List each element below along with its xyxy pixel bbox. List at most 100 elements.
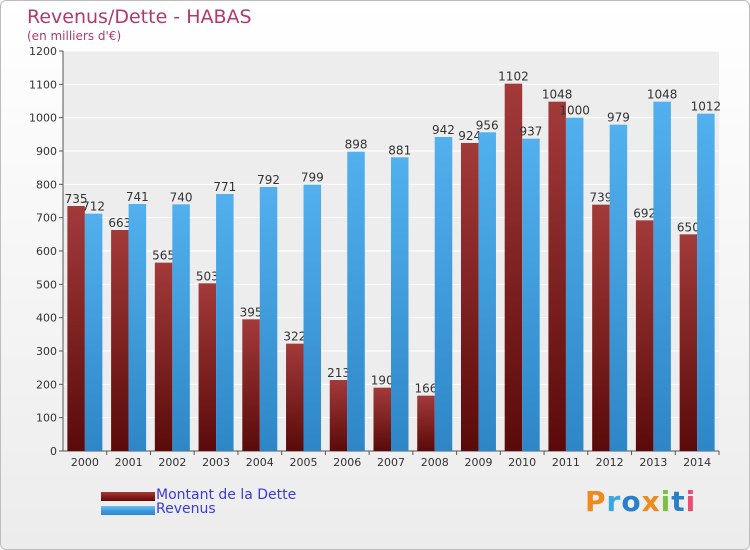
- y-tick-label: 1100: [29, 78, 57, 91]
- y-tick-label: 800: [36, 178, 57, 191]
- data-label-revenus: 771: [213, 180, 236, 194]
- data-label-revenus: 741: [126, 190, 149, 204]
- legend-swatch-revenus: [101, 506, 155, 515]
- chart-title: Revenus/Dette - HABAS: [27, 6, 252, 28]
- logo-letter: i: [660, 485, 672, 518]
- y-tick-label: 400: [36, 312, 57, 325]
- data-label-dette: 503: [196, 269, 219, 283]
- data-label-dette: 1102: [498, 70, 529, 84]
- y-tick-label: 500: [36, 278, 57, 291]
- bar-revenus: [609, 124, 628, 452]
- x-tick-label: 2001: [115, 456, 143, 469]
- legend-swatch-dette: [101, 492, 155, 501]
- bar-revenus: [128, 204, 147, 451]
- y-tick-label: 700: [36, 212, 57, 225]
- bar-dette: [154, 262, 173, 451]
- y-tick-label: 600: [36, 245, 57, 258]
- bar-revenus: [259, 187, 278, 451]
- logo-letter: x: [641, 485, 661, 518]
- data-label-dette: 395: [240, 305, 263, 319]
- y-tick-label: 900: [36, 145, 57, 158]
- data-label-revenus: 1048: [647, 88, 678, 102]
- bar-revenus: [172, 204, 190, 451]
- data-label-dette: 739: [589, 191, 612, 205]
- bar-dette: [198, 283, 217, 451]
- bar-revenus: [697, 113, 715, 452]
- x-tick-label: 2013: [639, 456, 667, 469]
- bar-chart: 0 100 200 300 400 500 600 700 800 900 1000 1100 1200…: [29, 45, 722, 469]
- data-label-revenus: 942: [432, 123, 455, 137]
- bar-revenus: [434, 137, 453, 451]
- data-label-dette: 735: [65, 192, 88, 206]
- x-tick-label: 2011: [552, 456, 580, 469]
- bar-dette: [373, 387, 391, 451]
- data-label-dette: 166: [415, 382, 438, 396]
- bar-dette: [242, 319, 260, 451]
- data-label-dette: 924: [458, 129, 481, 143]
- y-tick-label: 0: [50, 445, 57, 458]
- bar-dette: [111, 230, 129, 451]
- y-tick-label: 300: [36, 345, 57, 358]
- x-tick-label: 2014: [683, 456, 711, 469]
- data-label-revenus: 937: [519, 125, 542, 139]
- bar-dette: [417, 395, 435, 451]
- x-tick-label: 2007: [377, 456, 405, 469]
- bar-dette: [592, 204, 610, 451]
- bar-revenus: [653, 101, 671, 452]
- legend-label-dette: Montant de la Dette: [156, 487, 297, 503]
- bar-dette: [635, 220, 654, 451]
- x-tick-label: 2009: [464, 456, 492, 469]
- proxiti-logo: Proxiti: [585, 485, 696, 518]
- data-label-revenus: 956: [476, 118, 499, 132]
- bar-revenus: [522, 138, 540, 451]
- data-label-dette: 213: [327, 366, 350, 380]
- logo-letter: r: [606, 485, 622, 518]
- bar-revenus: [478, 132, 496, 452]
- bar-dette: [286, 343, 304, 451]
- bar-revenus: [391, 157, 409, 452]
- logo-letter: i: [685, 485, 697, 518]
- data-label-dette: 190: [371, 374, 394, 388]
- x-tick-label: 2008: [421, 456, 449, 469]
- bar-dette: [67, 206, 85, 451]
- y-tick-label: 1000: [29, 112, 57, 125]
- x-tick-label: 2003: [202, 456, 230, 469]
- x-tick-label: 2005: [290, 456, 318, 469]
- data-label-revenus: 792: [257, 173, 280, 187]
- x-tick-label: 2000: [71, 456, 99, 469]
- data-label-dette: 1048: [542, 88, 573, 102]
- legend-label-revenus: Revenus: [156, 501, 216, 517]
- y-tick-label: 200: [36, 378, 57, 391]
- bar-revenus: [565, 117, 584, 452]
- x-tick-label: 2010: [508, 456, 536, 469]
- data-label-revenus: 1000: [559, 104, 590, 118]
- data-label-revenus: 712: [82, 200, 105, 214]
- data-label-dette: 692: [633, 206, 656, 220]
- data-label-revenus: 799: [301, 171, 324, 185]
- y-tick-label: 1200: [29, 45, 57, 58]
- bar-dette: [679, 234, 698, 451]
- x-tick-label: 2012: [596, 456, 624, 469]
- data-label-revenus: 881: [388, 143, 411, 157]
- bar-revenus: [347, 151, 365, 451]
- data-label-dette: 322: [283, 330, 306, 344]
- x-tick-label: 2004: [246, 456, 274, 469]
- bar-dette: [329, 380, 348, 451]
- logo-letter: t: [671, 485, 686, 518]
- data-label-revenus: 898: [345, 138, 368, 152]
- data-label-revenus: 979: [607, 111, 630, 125]
- x-tick-label: 2002: [158, 456, 186, 469]
- bar-dette: [460, 143, 479, 451]
- bar-revenus: [216, 194, 234, 451]
- logo-letter: o: [621, 485, 642, 518]
- data-label-dette: 650: [677, 220, 700, 234]
- data-label-revenus: 1012: [691, 100, 722, 114]
- bar-revenus: [303, 184, 322, 451]
- chart-subtitle: (en milliers d'€): [27, 29, 122, 43]
- bar-revenus: [84, 213, 103, 451]
- bar-dette: [504, 83, 523, 452]
- x-tick-label: 2006: [333, 456, 361, 469]
- data-label-revenus: 740: [170, 190, 193, 204]
- data-label-dette: 663: [108, 216, 131, 230]
